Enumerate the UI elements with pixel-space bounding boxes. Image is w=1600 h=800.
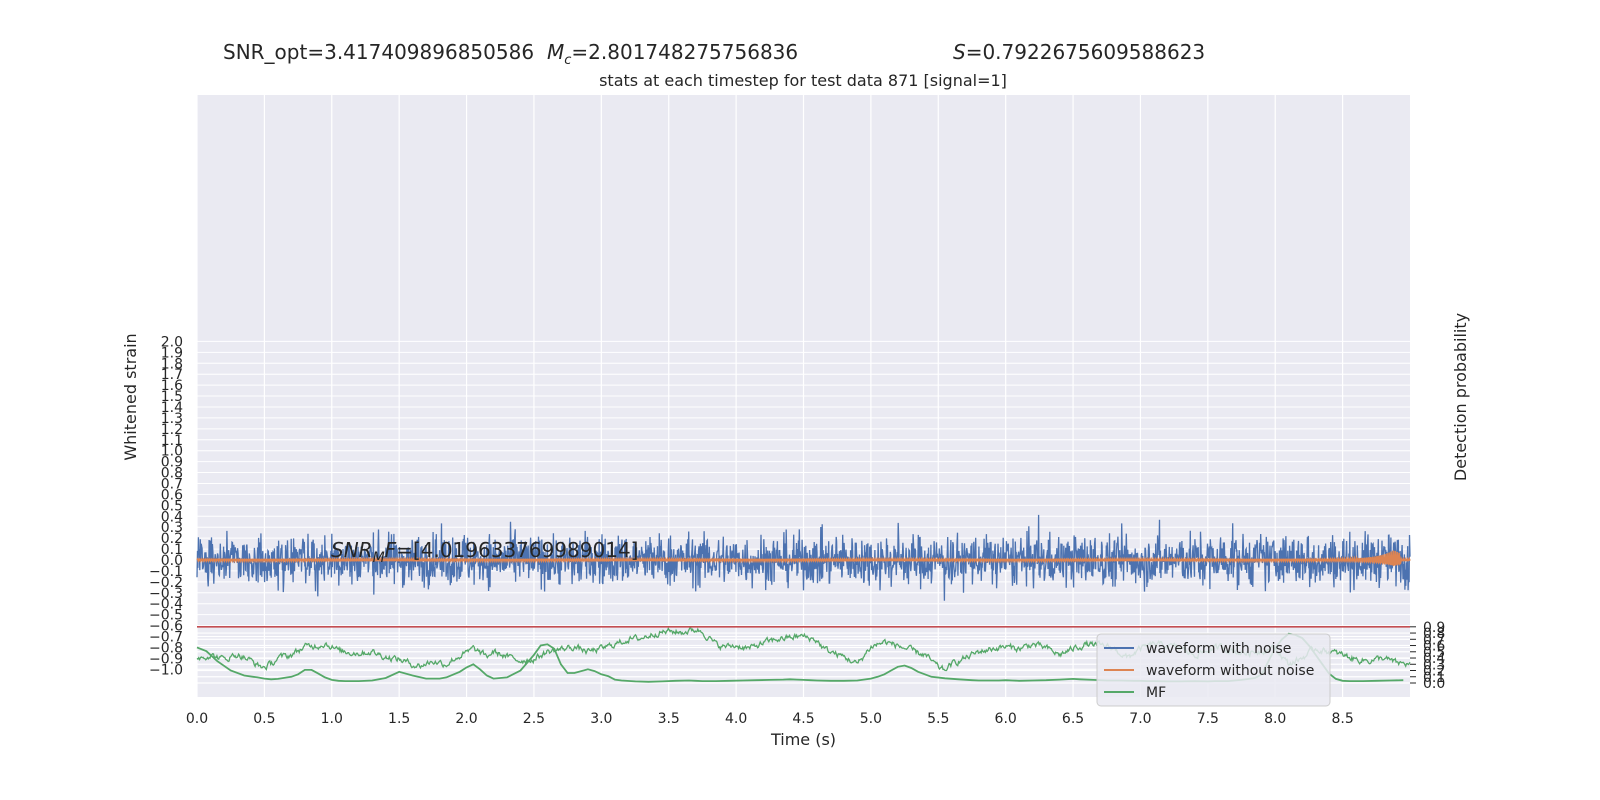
y-left-tick-label: 0.8 xyxy=(161,466,183,482)
y-right-axis-ticks: 0.00.10.20.30.40.50.60.70.80.9 xyxy=(1410,620,1445,692)
x-tick-label: 1.0 xyxy=(321,711,343,727)
y-left-tick-label: −0.7 xyxy=(149,630,183,646)
x-tick-label: 2.5 xyxy=(523,711,545,727)
y-left-tick-label: −0.3 xyxy=(149,586,183,602)
chart-subtitle: stats at each timestep for test data 871… xyxy=(599,71,1007,90)
y-left-tick-label: 0.0 xyxy=(161,553,183,569)
y-right-tick-label: 0.7 xyxy=(1423,632,1445,648)
s-stat-label: S=0.7922675609588623 xyxy=(953,40,1206,64)
y-left-tick-label: −0.6 xyxy=(149,619,183,635)
x-axis-label: Time (s) xyxy=(770,730,836,749)
y-right-tick-label: 0.9 xyxy=(1423,620,1445,636)
y-right-tick-label: 0.8 xyxy=(1423,626,1445,642)
x-tick-label: 4.0 xyxy=(725,711,747,727)
legend-label: waveform without noise xyxy=(1146,663,1314,679)
x-tick-label: 3.5 xyxy=(658,711,680,727)
y-left-tick-label: 0.1 xyxy=(161,542,183,558)
y-left-tick-label: −0.5 xyxy=(149,608,183,624)
y-right-tick-label: 0.2 xyxy=(1423,664,1445,680)
x-tick-label: 3.0 xyxy=(590,711,612,727)
x-tick-label: 7.5 xyxy=(1197,711,1219,727)
y-left-axis-ticks: 2.01.91.81.71.61.51.41.31.21.11.00.90.80… xyxy=(149,334,183,678)
legend-label: MF xyxy=(1146,685,1166,701)
x-tick-label: 4.5 xyxy=(792,711,814,727)
y-left-tick-label: 0.4 xyxy=(161,509,183,525)
chirp-mass-label: Mc=2.801748275756836 xyxy=(547,40,799,68)
y-right-tick-label: 0.1 xyxy=(1423,670,1445,686)
x-tick-label: 8.0 xyxy=(1264,711,1286,727)
snr-opt-label: SNR_opt=3.417409896850586 xyxy=(223,40,535,64)
x-tick-label: 2.0 xyxy=(455,711,477,727)
y-left-tick-label: −0.9 xyxy=(149,651,183,667)
y-left-tick-label: 1.7 xyxy=(161,367,183,383)
y-left-tick-label: 0.7 xyxy=(161,476,183,492)
y-left-tick-label: 0.5 xyxy=(161,498,183,514)
x-tick-label: 1.5 xyxy=(388,711,410,727)
x-tick-label: 6.5 xyxy=(1062,711,1084,727)
legend: waveform with noise waveform without nois… xyxy=(1096,633,1331,707)
y-left-tick-label: 1.0 xyxy=(161,444,183,460)
x-tick-label: 6.0 xyxy=(995,711,1017,727)
y-left-tick-label: 1.1 xyxy=(161,433,183,449)
waveform-without-noise-line xyxy=(196,550,1411,567)
y-left-tick-label: 1.3 xyxy=(161,411,183,427)
y-left-tick-label: −0.2 xyxy=(149,575,183,591)
y-left-tick-label: 0.2 xyxy=(161,531,183,547)
legend-box xyxy=(1096,633,1331,707)
y-right-tick-label: 0.5 xyxy=(1423,645,1445,661)
y-left-tick-label: 0.3 xyxy=(161,520,183,536)
y-left-tick-label: −0.1 xyxy=(149,564,183,580)
x-tick-label: 8.5 xyxy=(1331,711,1353,727)
y-left-tick-label: 1.8 xyxy=(161,356,183,372)
y-left-tick-label: −0.4 xyxy=(149,597,183,613)
y-left-tick-label: 0.9 xyxy=(161,455,183,471)
y-left-tick-label: 1.5 xyxy=(161,389,183,405)
x-tick-label: 5.5 xyxy=(927,711,949,727)
y-left-tick-label: 2.0 xyxy=(161,334,183,350)
y-right-tick-label: 0.3 xyxy=(1423,657,1445,673)
y-left-tick-label: 1.4 xyxy=(161,400,183,416)
y-left-tick-label: 1.6 xyxy=(161,378,183,394)
y-right-tick-label: 0.4 xyxy=(1423,651,1445,667)
y-left-tick-label: 1.2 xyxy=(161,422,183,438)
y-left-tick-label: −1.0 xyxy=(149,662,183,678)
x-axis-ticks: 0.0 0.5 1.0 1.5 2.0 2.5 3.0 3.5 4.0 4.5 5.0 5.5 6.0 6… xyxy=(186,711,1354,727)
x-tick-label: 5.0 xyxy=(860,711,882,727)
snr-mf-annotation: SNRMF=[4.019633769989014] xyxy=(331,538,639,566)
y-left-axis-label: Whitened strain xyxy=(121,333,140,460)
x-tick-label: 0.5 xyxy=(253,711,275,727)
y-left-tick-label: 0.6 xyxy=(161,487,183,503)
series-waveform-without-noise xyxy=(196,550,1411,567)
y-right-tick-label: 0.6 xyxy=(1423,639,1445,655)
y-left-tick-label: −0.8 xyxy=(149,640,183,656)
y-right-tick-label: 0.0 xyxy=(1423,676,1445,692)
x-tick-label: 0.0 xyxy=(186,711,208,727)
legend-label: waveform with noise xyxy=(1146,641,1291,657)
y-right-axis-label: Detection probability xyxy=(1451,313,1470,481)
y-left-tick-label: 1.9 xyxy=(161,345,183,361)
x-tick-label: 7.0 xyxy=(1129,711,1151,727)
